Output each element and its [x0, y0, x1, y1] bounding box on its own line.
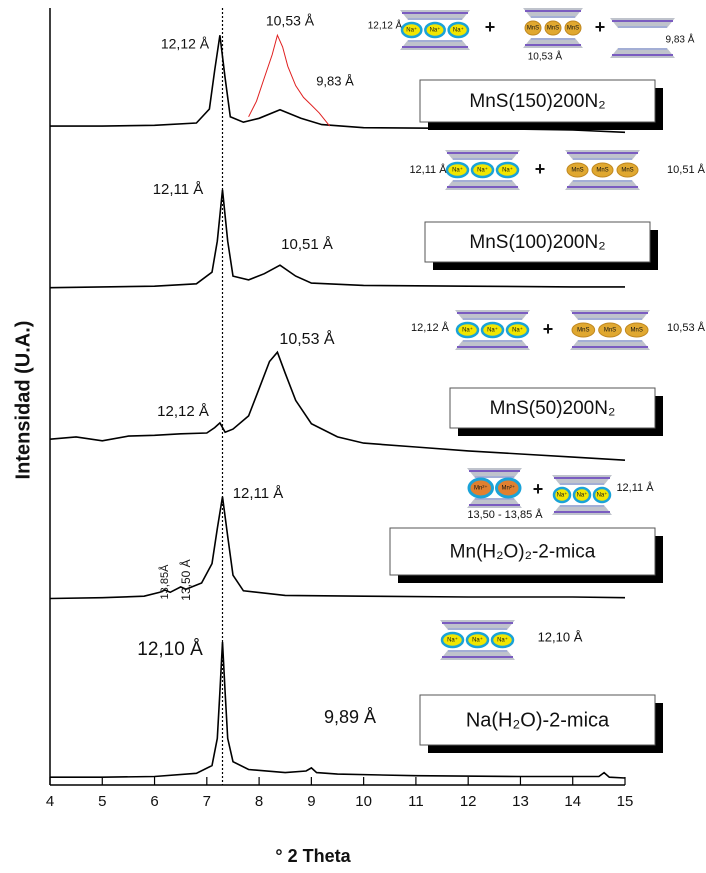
x-axis-label: ° 2 Theta	[275, 846, 351, 866]
peak-label: 9,83 Å	[316, 73, 354, 88]
peak-label: 9,83 Å	[666, 33, 695, 46]
series-label: MnS(150)200N₂	[469, 91, 605, 112]
x-tick-label: 9	[307, 793, 315, 810]
chart: ° 2 Theta Intensidad (U.A.) 4 5 6 7 8 9 10 11 12…	[0, 0, 706, 873]
schematic-ion-label: Mn²⁺	[502, 485, 516, 492]
peak-label: 12,10 Å	[538, 629, 583, 644]
schematic-ion-label: Na⁺	[497, 637, 508, 644]
peak-label: 12,10 Å	[137, 639, 203, 660]
schematic-ion-label: Na⁺	[557, 492, 568, 499]
schematic-ion-label: Na⁺	[430, 27, 441, 34]
schematic-ion-label: Na⁺	[406, 27, 417, 34]
peak-label: 9,89 Å	[324, 707, 376, 727]
series-label: MnS(50)200N₂	[490, 398, 616, 419]
x-tick-label: 14	[564, 793, 581, 810]
x-tick-label: 4	[46, 793, 54, 810]
schematic-ion-label: MnS	[621, 168, 633, 174]
schematic: Na⁺ Na⁺ Na⁺	[552, 475, 612, 515]
series-label: Na(H₂O)-2-mica	[466, 709, 610, 731]
schematic: MnS MnS MnS	[523, 8, 583, 48]
x-tick-label: 12	[460, 793, 477, 810]
schematic-ion-label: Na⁺	[502, 167, 513, 174]
schematic: Na⁺ Na⁺ Na⁺	[445, 150, 520, 190]
schematic: MnS MnS MnS	[570, 310, 650, 350]
schematic-ion-label: MnS	[630, 328, 642, 334]
schematic-ion-label: MnS	[596, 168, 608, 174]
schematic-ion-label: MnS	[567, 26, 579, 32]
peak-label: 10,53 Å	[528, 50, 563, 63]
schematic-ion-label: MnS	[577, 328, 589, 334]
schematic-ion-label: Na⁺	[452, 167, 463, 174]
peak-label: 10,53 Å	[667, 321, 706, 334]
plus-sign: +	[533, 479, 544, 499]
peak-label: 12,11 Å	[409, 163, 447, 176]
x-tick-label: 6	[150, 793, 158, 810]
peak-label: 13,50 Å	[178, 559, 193, 600]
schematic-ion-label: Na⁺	[487, 327, 498, 334]
x-tick-label: 5	[98, 793, 106, 810]
schematic: Na⁺ Na⁺ Na⁺	[400, 10, 470, 50]
peak-label: 10,51 Å	[281, 236, 333, 253]
schematic-ion-label: MnS	[527, 26, 539, 32]
x-tick-label: 11	[408, 793, 424, 810]
plus-sign: +	[543, 319, 554, 339]
schematic-ion-label: Na⁺	[447, 637, 458, 644]
schematic-ion-label: MnS	[547, 26, 559, 32]
peak-label: 10,53 Å	[266, 13, 315, 29]
schematic: Na⁺ Na⁺ Na⁺	[440, 620, 515, 660]
schematic-ion-label: Mn²⁺	[474, 485, 488, 492]
peak-label: 12,12 Å	[161, 36, 210, 52]
series-label: Mn(H₂O)₂-2-mica	[450, 542, 596, 563]
peak-label: 12,12 Å	[411, 321, 450, 334]
x-tick-label: 13	[512, 793, 529, 810]
schematic-ion-label: Na⁺	[512, 327, 523, 334]
peak-label: 13,85Å	[158, 564, 171, 600]
x-tick-label: 8	[255, 793, 263, 810]
schematic: Na⁺ Na⁺ Na⁺	[455, 310, 530, 350]
schematic-ion-label: MnS	[571, 168, 583, 174]
schematic-ion-label: Na⁺	[472, 637, 483, 644]
peak-label: 10,53 Å	[279, 329, 334, 348]
plus-sign: +	[595, 17, 606, 37]
schematic-ion-label: Na⁺	[577, 492, 588, 499]
schematic-ion-label: Na⁺	[477, 167, 488, 174]
x-tick-label: 15	[617, 793, 634, 810]
peak-label: 10,51 Å	[667, 163, 706, 176]
plus-sign: +	[535, 159, 546, 179]
schematic: MnS MnS MnS	[565, 150, 640, 190]
series-label: MnS(100)200N₂	[469, 232, 605, 253]
peak-label: 12,12 Å	[368, 19, 403, 32]
plus-sign: +	[485, 17, 496, 37]
x-tick-label: 10	[355, 793, 372, 810]
x-tick-label: 7	[203, 793, 211, 810]
schematic-ion-label: MnS	[604, 328, 616, 334]
schematic-ion-label: Na⁺	[453, 27, 464, 34]
y-axis-label: Intensidad (U.A.)	[12, 321, 34, 480]
schematic-ion-label: Na⁺	[462, 327, 473, 334]
schematic-ion-label: Na⁺	[597, 492, 608, 499]
peak-label: 12,11 Å	[153, 181, 204, 198]
page: ° 2 Theta Intensidad (U.A.) 4 5 6 7 8 9 10 11 12…	[0, 0, 706, 873]
peak-label: 12,11 Å	[233, 485, 284, 502]
schematic: Mn²⁺ Mn²⁺	[467, 468, 522, 508]
peak-label: 13,50 - 13,85 Å	[467, 508, 543, 521]
peak-label: 12,12 Å	[157, 403, 209, 420]
peak-label: 12,11 Å	[616, 481, 654, 494]
